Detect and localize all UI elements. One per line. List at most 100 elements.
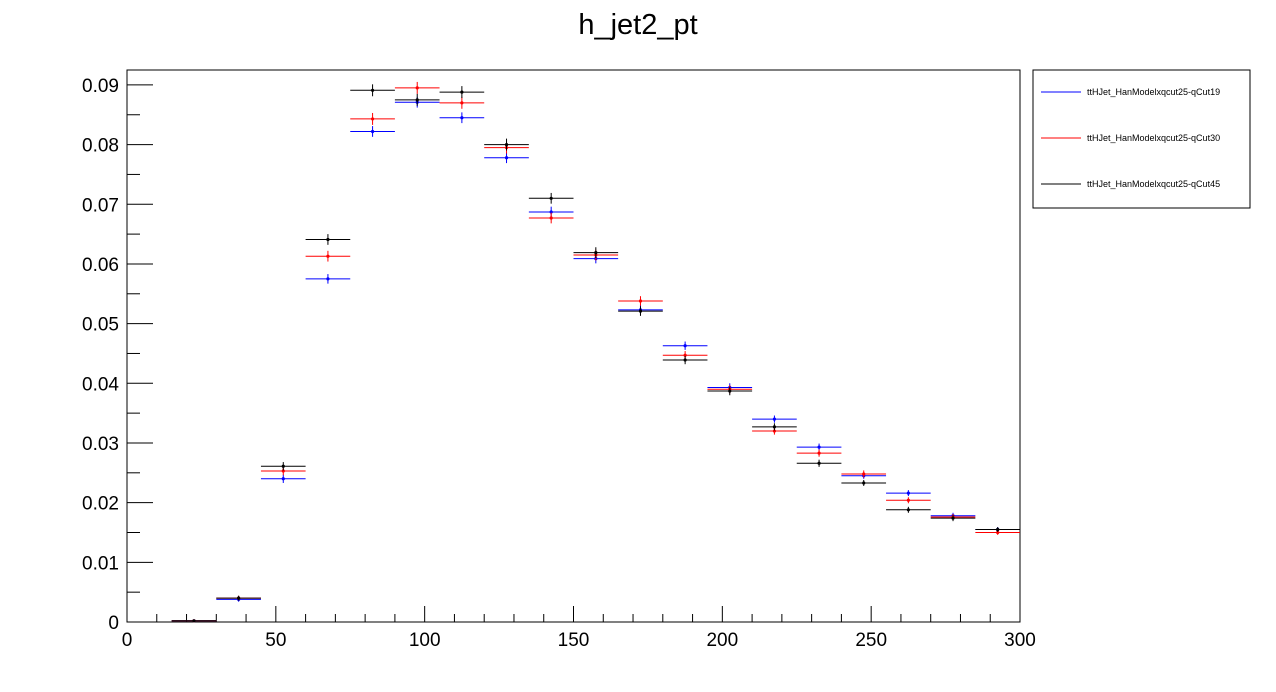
data-point xyxy=(260,462,306,471)
data-point xyxy=(484,152,529,164)
series-2 xyxy=(171,81,1020,623)
marker xyxy=(326,277,330,281)
legend-label: ttHJet_HanModelxqcut25-qCut19 xyxy=(1087,87,1220,97)
data-point xyxy=(975,527,1020,532)
data-point xyxy=(752,423,797,431)
x-tick-label: 200 xyxy=(706,630,738,651)
y-tick-label: 0.02 xyxy=(82,494,119,515)
legend-entry: ttHJet_HanModelxqcut25-qCut45 xyxy=(1041,179,1220,189)
marker xyxy=(415,98,419,102)
chart-title: h_jet2_pt xyxy=(578,9,697,41)
data-point xyxy=(350,84,395,97)
legend: ttHJet_HanModelxqcut25-qCut19 ttHJet_HanM… xyxy=(1032,69,1251,209)
x-tick-label: 0 xyxy=(122,630,133,651)
marker xyxy=(460,90,464,94)
data-point xyxy=(439,112,485,124)
marker xyxy=(504,142,509,147)
marker xyxy=(370,117,375,121)
y-tick-label: 0.05 xyxy=(82,315,119,336)
marker xyxy=(817,461,821,465)
data-point xyxy=(305,274,351,284)
y-tick-label: 0.06 xyxy=(82,255,119,276)
marker xyxy=(683,358,687,362)
data-point xyxy=(394,93,440,106)
x-tick-label: 100 xyxy=(409,630,441,651)
marker xyxy=(817,445,821,449)
legend-label: ttHJet_HanModelxqcut25-qCut30 xyxy=(1087,133,1220,143)
data-point xyxy=(841,479,887,486)
marker xyxy=(862,481,866,485)
x-tick-label: 50 xyxy=(265,630,286,651)
data-point xyxy=(886,506,931,513)
series-3 xyxy=(171,84,1020,623)
data-point xyxy=(796,459,842,467)
data-point xyxy=(662,341,708,350)
marker xyxy=(772,417,777,421)
plot-area-border xyxy=(126,69,1021,623)
marker xyxy=(906,508,910,512)
data-point xyxy=(350,112,395,125)
axes: 0 50 100 150 200 250 300 0 0.01 0.02 0.03 0.04 0.05 0… xyxy=(82,76,1036,651)
marker xyxy=(415,86,419,90)
series-1 xyxy=(171,96,1020,623)
marker xyxy=(460,116,464,120)
marker xyxy=(772,425,777,429)
data-point xyxy=(171,619,217,623)
marker xyxy=(549,196,553,200)
marker xyxy=(951,516,955,520)
data-point xyxy=(439,96,485,109)
marker xyxy=(862,472,866,476)
data-point xyxy=(305,250,351,262)
data-point xyxy=(930,515,976,522)
x-tick-label: 300 xyxy=(1004,630,1036,651)
marker xyxy=(996,527,1000,532)
marker xyxy=(281,469,285,473)
data-point xyxy=(841,470,887,478)
x-tick-label: 150 xyxy=(558,630,590,651)
data-marks xyxy=(171,81,1020,623)
marker xyxy=(906,498,910,502)
data-point xyxy=(618,296,663,306)
marker xyxy=(549,216,553,220)
data-point xyxy=(305,234,351,245)
data-point xyxy=(439,86,485,99)
y-tick-label: 0.03 xyxy=(82,434,119,455)
data-point xyxy=(528,212,574,224)
y-tick-label: 0.01 xyxy=(82,553,119,574)
data-point xyxy=(260,474,306,483)
marker xyxy=(728,389,732,393)
data-point xyxy=(573,247,619,258)
marker xyxy=(504,156,509,160)
y-tick-label: 0 xyxy=(108,613,119,634)
marker xyxy=(281,464,285,468)
legend-box xyxy=(1032,69,1251,209)
marker xyxy=(549,210,553,214)
data-point xyxy=(350,126,395,137)
marker xyxy=(772,429,777,433)
legend-label: ttHJet_HanModelxqcut25-qCut45 xyxy=(1087,179,1220,189)
data-point xyxy=(216,595,261,601)
data-point xyxy=(886,497,931,504)
data-point xyxy=(752,415,797,423)
data-point xyxy=(618,306,663,316)
marker xyxy=(326,254,330,258)
plot-frame xyxy=(126,69,1021,623)
marker xyxy=(370,88,375,92)
data-point xyxy=(662,355,708,365)
marker xyxy=(638,299,643,303)
y-tick-label: 0.09 xyxy=(82,76,119,97)
data-point xyxy=(394,81,440,94)
y-tick-label: 0.07 xyxy=(82,195,119,216)
marker xyxy=(817,451,821,455)
marker xyxy=(683,353,687,357)
marker xyxy=(326,237,330,242)
marker xyxy=(906,491,910,495)
y-tick-label: 0.08 xyxy=(82,136,119,157)
data-point xyxy=(796,449,842,457)
data-point xyxy=(528,192,574,204)
marker xyxy=(281,477,285,481)
marker xyxy=(237,596,241,600)
legend-entry: ttHJet_HanModelxqcut25-qCut19 xyxy=(1041,87,1220,97)
marker xyxy=(683,344,687,348)
marker xyxy=(594,251,598,255)
